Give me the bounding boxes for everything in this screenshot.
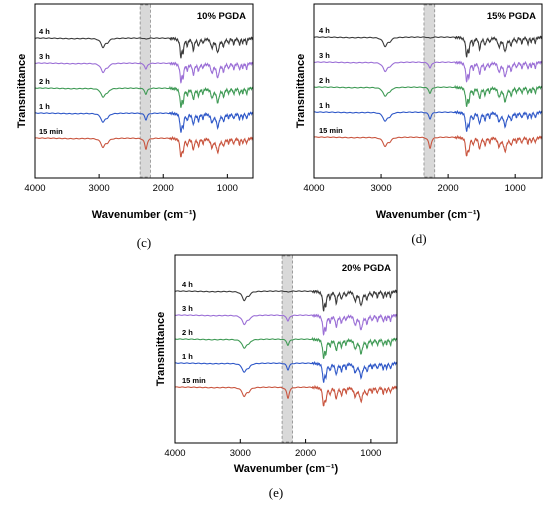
- panel-c-series-4-line: [34, 135, 254, 158]
- panel-c-series-0-label: 4 h: [39, 27, 50, 36]
- panel-e-xtick-label: 4000: [164, 448, 185, 459]
- panel-c-plot-frame: [34, 3, 254, 179]
- panel-e-series-1-label: 3 h: [182, 304, 193, 313]
- panel-d-series-1-line: [313, 60, 543, 83]
- panel-d-caption: (d): [411, 231, 426, 246]
- panel-c-xtick-label: 4000: [24, 183, 45, 194]
- panel-d-series-0-label: 4 h: [319, 26, 330, 35]
- panel-c-ylabel: Transmittance: [16, 54, 28, 129]
- panel-c-xtick-label: 3000: [89, 183, 110, 194]
- panel-c-title: 10% PGDA: [197, 11, 246, 22]
- panel-c-series-3-label: 1 h: [39, 102, 50, 111]
- panel-e-series-1-line: [174, 313, 398, 336]
- panel-d-xtick-label: 4000: [303, 183, 324, 194]
- panel-d-series-2-line: [313, 84, 543, 107]
- panel-c-series-1-label: 3 h: [39, 52, 50, 61]
- panel-d-series-3-line: [313, 109, 543, 132]
- panel-e-title: 20% PGDA: [342, 263, 391, 274]
- panel-e-series-0-label: 4 h: [182, 280, 193, 289]
- panel-c-xticks: 4000 3000 2000 1000: [24, 174, 238, 194]
- panel-e-curves: 4 h 3 h 2 h 1 h 15 min: [174, 255, 398, 443]
- panel-e-ylabel: Transmittance: [155, 312, 167, 387]
- panel-c-xtick-label: 1000: [217, 183, 238, 194]
- panel-d-title: 15% PGDA: [487, 11, 536, 22]
- panel-c: 4 h 3 h 2 h 1 h 15 min 10% PGDA 4000 3000 2000…: [16, 3, 254, 250]
- panel-e-highlight-band: [281, 255, 293, 443]
- panel-d-series-4-label: 15 min: [319, 126, 343, 135]
- panel-c-highlight-band: [139, 4, 151, 178]
- panel-d-series-2-label: 2 h: [319, 76, 330, 85]
- panel-e-series-4-label: 15 min: [182, 376, 206, 385]
- panel-c-caption: (c): [137, 235, 151, 250]
- panel-d-xticks: 4000 3000 2000 1000: [303, 174, 526, 194]
- panel-e-xtick-label: 3000: [230, 448, 251, 459]
- panel-e-xlabel: Wavenumber (cm⁻¹): [234, 463, 339, 475]
- panel-e-series-4-line: [174, 384, 398, 407]
- panel-d-ylabel: Transmittance: [295, 54, 307, 129]
- panel-c-xtick-label: 2000: [153, 183, 174, 194]
- panel-d-xlabel: Wavenumber (cm⁻¹): [376, 209, 481, 221]
- panel-c-curves: 4 h 3 h 2 h 1 h 15 min: [34, 4, 254, 178]
- panel-d-series-1-label: 3 h: [319, 51, 330, 60]
- panel-e-series-0-line: [174, 289, 398, 312]
- panel-e-xtick-label: 2000: [295, 448, 316, 459]
- panel-e-series-2-label: 2 h: [182, 328, 193, 337]
- panel-d-plot-frame: [313, 3, 543, 179]
- panel-c-series-2-line: [34, 85, 254, 108]
- panel-e-xtick-label: 1000: [360, 448, 381, 459]
- panel-e: 4 h 3 h 2 h 1 h 15 min 20% PGDA 4000 3000 2000…: [155, 254, 398, 500]
- panel-d-xtick-label: 3000: [370, 183, 391, 194]
- panel-e-series-3-line: [174, 360, 398, 383]
- panel-d-curves: 4 h 3 h 2 h 1 h 15 min: [313, 4, 543, 178]
- panel-c-series-4-label: 15 min: [39, 127, 63, 136]
- panel-d-series-4-line: [313, 134, 543, 157]
- panel-d-series-3-label: 1 h: [319, 101, 330, 110]
- panel-c-series-0-line: [34, 36, 254, 59]
- panel-d: 4 h 3 h 2 h 1 h 15 min 15% PGDA 4000 3000 2000…: [295, 3, 543, 246]
- panel-c-series-3-line: [34, 110, 254, 133]
- panel-c-xlabel: Wavenumber (cm⁻¹): [92, 209, 197, 221]
- panel-e-series-2-line: [174, 336, 398, 359]
- panel-e-series-3-label: 1 h: [182, 352, 193, 361]
- panel-d-xtick-label: 2000: [438, 183, 459, 194]
- panel-e-caption: (e): [269, 485, 283, 500]
- panel-d-series-0-line: [313, 35, 543, 58]
- panel-e-plot-frame: [174, 254, 398, 444]
- panel-c-series-1-line: [34, 61, 254, 84]
- panel-d-xtick-label: 1000: [505, 183, 526, 194]
- panel-e-xticks: 4000 3000 2000 1000: [164, 439, 381, 459]
- panel-c-series-2-label: 2 h: [39, 77, 50, 86]
